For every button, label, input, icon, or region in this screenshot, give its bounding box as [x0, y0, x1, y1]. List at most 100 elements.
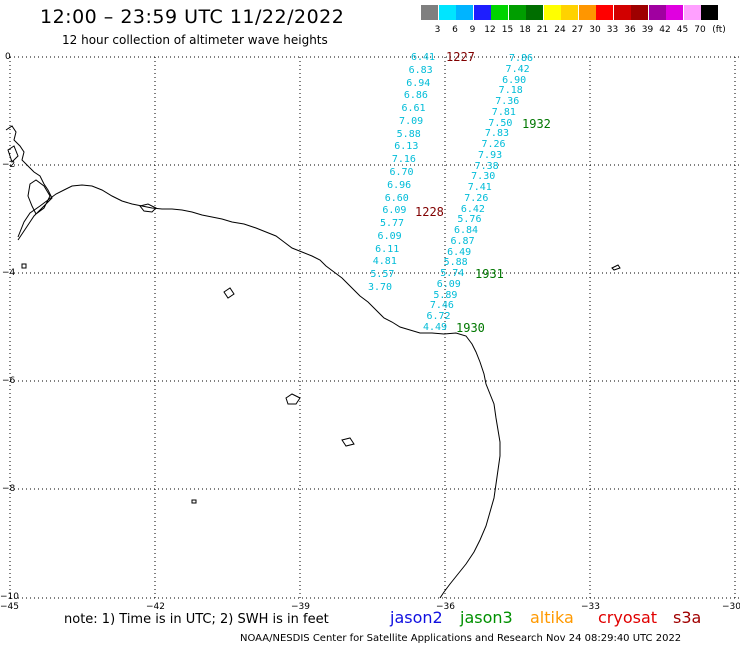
- wave-height-value: 5.88: [443, 257, 468, 269]
- wave-height-value: 7.26: [464, 192, 489, 204]
- wave-height-value: 7.42: [505, 63, 530, 75]
- legend-label: 42: [659, 25, 671, 35]
- x-tick-label: −30: [722, 602, 740, 612]
- wave-height-value: 5.77: [379, 218, 405, 230]
- wave-height-value: 4.49: [423, 322, 448, 333]
- island: [285, 393, 301, 405]
- wave-height-value: 4.81: [372, 256, 397, 268]
- legend-label: 12: [484, 25, 496, 35]
- legend-label: 39: [641, 25, 654, 35]
- y-tick-label: −6: [2, 376, 16, 386]
- wave-height-value: 7.81: [491, 106, 516, 118]
- legend-swatch: [543, 5, 561, 20]
- legend-swatch: [613, 5, 631, 20]
- wave-height-value: 6.61: [401, 103, 426, 115]
- time-label: 1227: [446, 50, 475, 64]
- island: [191, 499, 197, 504]
- legend-swatch: [508, 5, 526, 20]
- legend-swatch: [438, 5, 456, 20]
- x-tick-label: −36: [436, 602, 455, 612]
- wave-height-value: 7.18: [498, 85, 523, 97]
- amazon-delta: [5, 125, 53, 241]
- wave-height-value: 6.42: [460, 203, 485, 215]
- legend-label: 15: [501, 25, 514, 35]
- legend-swatch: [491, 5, 508, 20]
- wave-height-value: 6.13: [394, 141, 419, 153]
- legend-swatch: [456, 5, 473, 20]
- wave-height-value: 6.72: [426, 311, 451, 323]
- wave-height-value: 6.87: [450, 235, 475, 247]
- legend-swatch: [631, 5, 648, 20]
- time-label: 1228: [415, 205, 444, 219]
- wave-height-value: 5.89: [433, 289, 458, 301]
- wave-height-value: 6.09: [382, 205, 407, 217]
- legend-label: 36: [624, 25, 636, 35]
- wave-height-value: 6.09: [377, 230, 402, 242]
- legend-swatch: [473, 5, 491, 20]
- legend-label: 70: [694, 25, 706, 35]
- wave-height-value: 5.88: [396, 128, 421, 140]
- y-tick-label: −4: [2, 268, 16, 278]
- wave-height-value: 5.76: [457, 214, 482, 226]
- wave-height-value: 6.49: [447, 246, 472, 258]
- wave-height-value: 7.16: [391, 154, 416, 166]
- map-subtitle: 12 hour collection of altimeter wave hei…: [62, 33, 328, 47]
- wave-height-value: 7.36: [495, 96, 520, 108]
- time-label: 1932: [522, 117, 551, 131]
- x-tick-label: −45: [0, 602, 19, 612]
- island: [139, 203, 157, 213]
- legend-swatch: [596, 5, 613, 20]
- legend-swatch: [648, 5, 666, 20]
- time-label: 1930: [456, 321, 485, 335]
- wave-height-value: 6.09: [436, 278, 461, 290]
- satellite-cryosat: cryosat: [598, 608, 658, 627]
- legend-swatch: [561, 5, 578, 20]
- wave-height-value: 7.86: [509, 53, 534, 64]
- legend-label: 6: [452, 25, 458, 35]
- wave-height-value: 6.84: [453, 225, 479, 237]
- wave-height-value: 7.30: [471, 171, 496, 183]
- legend-swatch: [421, 5, 438, 20]
- wave-height-value: 6.90: [502, 74, 527, 86]
- wave-height-value: 7.93: [478, 149, 503, 161]
- wave-height-value: 6.94: [406, 77, 431, 89]
- satellite-altika: altika: [530, 608, 574, 627]
- y-tick-label: −8: [2, 484, 16, 494]
- island: [21, 263, 27, 269]
- island: [341, 437, 355, 447]
- legend-label: 18: [519, 25, 531, 35]
- wave-height-value: 7.50: [488, 117, 513, 129]
- wave-height-value: 7.46: [429, 300, 454, 312]
- lat-lon-grid: [9, 56, 740, 599]
- legend-label: 21: [536, 25, 549, 35]
- legend-label: 9: [469, 25, 476, 35]
- wave-height-value: 5.57: [370, 269, 395, 281]
- legend-label: 3: [434, 25, 441, 35]
- wave-height-value: 6.41: [411, 52, 436, 63]
- satellite-jason3: jason3: [460, 608, 513, 627]
- wave-height-value: 6.86: [403, 90, 428, 102]
- wave-height-value: 7.41: [467, 182, 492, 194]
- legend-label: 33: [606, 25, 619, 35]
- wave-height-value: 5.74: [440, 268, 465, 280]
- legend-swatch: [526, 5, 543, 20]
- legend-swatch: [666, 5, 683, 20]
- wave-height-value: 3.70: [368, 282, 393, 293]
- wave-height-value: 6.83: [408, 64, 433, 76]
- x-tick-label: −33: [581, 602, 600, 612]
- coastline: [17, 184, 501, 599]
- legend-swatch: [701, 5, 718, 20]
- wave-height-value: 6.96: [387, 179, 412, 191]
- wave-height-value: 6.11: [375, 243, 400, 255]
- satellite-s3a: s3a: [673, 608, 702, 627]
- legend-unit: (ft): [712, 25, 726, 35]
- wave-height-value: 7.38: [474, 160, 499, 172]
- wave-height-value: 7.09: [399, 115, 424, 127]
- legend-swatch: [578, 5, 596, 20]
- time-label: 1931: [475, 267, 504, 281]
- legend-swatch: [683, 5, 701, 20]
- credit-line: NOAA/NESDIS Center for Satellite Applica…: [240, 633, 682, 644]
- island: [223, 287, 235, 299]
- legend-label: 30: [589, 25, 601, 35]
- legend-label: 24: [554, 25, 566, 35]
